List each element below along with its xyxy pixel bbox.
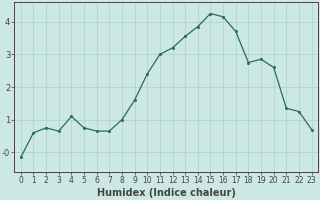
X-axis label: Humidex (Indice chaleur): Humidex (Indice chaleur) <box>97 188 236 198</box>
